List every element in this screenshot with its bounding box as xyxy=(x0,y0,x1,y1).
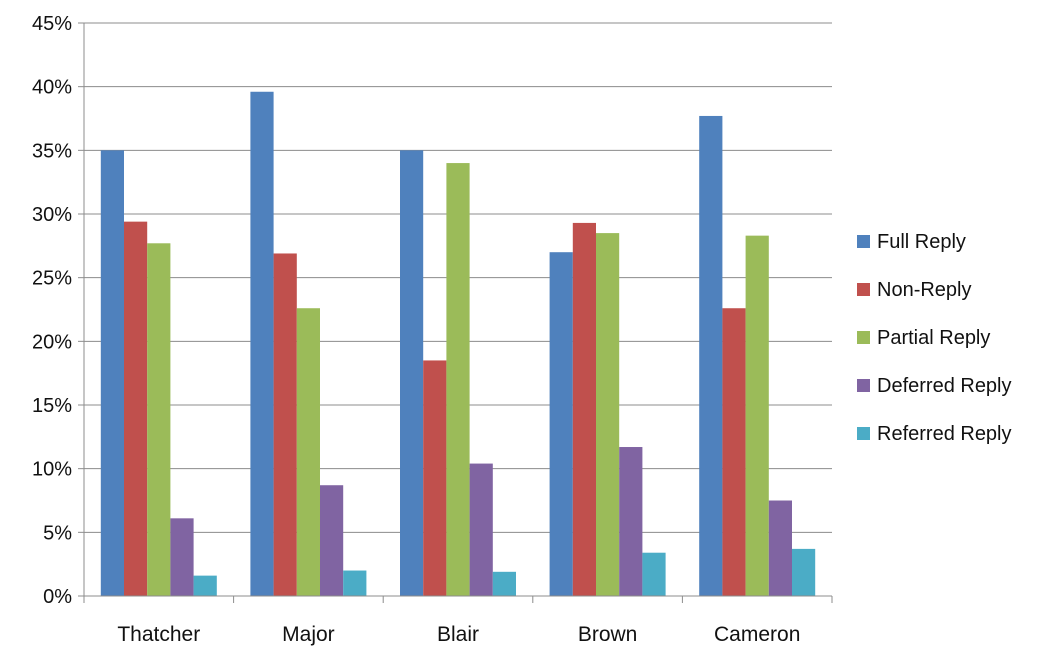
legend-label: Non-Reply xyxy=(877,279,971,301)
y-tick-labels: 0% 5% 10% 15% 20% 25% 30% 35% 40% 45% xyxy=(32,13,72,608)
y-tick-label: 45% xyxy=(32,13,72,35)
y-tick-label: 20% xyxy=(32,331,72,353)
legend-item: Referred Reply xyxy=(857,423,1012,445)
bar-deferred-reply-brown xyxy=(619,447,643,596)
x-tick-label: Major xyxy=(282,623,335,646)
bar-non-reply-cameron xyxy=(722,308,746,596)
bar-non-reply-major xyxy=(273,253,297,596)
bar-partial-reply-major xyxy=(296,308,320,596)
bar-non-reply-brown xyxy=(572,222,596,596)
legend-item: Partial Reply xyxy=(857,327,990,349)
bar-full-reply-cameron xyxy=(699,115,723,596)
legend-label: Partial Reply xyxy=(877,327,990,349)
bar-full-reply-blair xyxy=(400,150,424,597)
legend-swatch xyxy=(857,331,870,344)
x-tick-label: Blair xyxy=(437,623,479,646)
bar-non-reply-thatcher xyxy=(124,221,148,596)
axes xyxy=(78,22,833,603)
y-tick-label: 30% xyxy=(32,204,72,226)
y-tick-label: 0% xyxy=(43,586,72,608)
x-tick-label: Cameron xyxy=(714,623,800,646)
y-tick-label: 5% xyxy=(43,522,72,544)
y-tick-label: 25% xyxy=(32,268,72,290)
x-tick-labels: Thatcher Major Blair Brown Cameron xyxy=(117,623,800,646)
y-tick-label: 10% xyxy=(32,459,72,481)
legend: Full Reply Non-Reply Partial Reply Deferred… xyxy=(857,231,1012,445)
bar-referred-reply-thatcher xyxy=(193,575,217,596)
bar-deferred-reply-major xyxy=(320,485,344,596)
bar-full-reply-brown xyxy=(549,252,573,596)
bar-referred-reply-blair xyxy=(492,571,516,596)
bar-partial-reply-cameron xyxy=(745,235,769,596)
bar-referred-reply-brown xyxy=(642,552,666,596)
bar-referred-reply-major xyxy=(343,570,367,596)
bar-partial-reply-blair xyxy=(446,163,470,597)
bar-non-reply-blair xyxy=(423,360,447,596)
bar-partial-reply-thatcher xyxy=(147,243,171,596)
bar-full-reply-major xyxy=(250,91,274,596)
legend-label: Referred Reply xyxy=(877,423,1012,445)
x-tick-label: Brown xyxy=(578,623,638,646)
legend-label: Full Reply xyxy=(877,231,966,253)
x-tick-label: Thatcher xyxy=(117,623,200,646)
legend-swatch xyxy=(857,427,870,440)
bar-deferred-reply-thatcher xyxy=(170,518,194,596)
legend-label: Deferred Reply xyxy=(877,375,1012,397)
legend-item: Full Reply xyxy=(857,231,966,253)
y-tick-label: 15% xyxy=(32,395,72,417)
legend-swatch xyxy=(857,283,870,296)
bar-full-reply-thatcher xyxy=(100,150,124,597)
bar-referred-reply-cameron xyxy=(792,548,816,596)
y-tick-label: 35% xyxy=(32,140,72,162)
legend-swatch xyxy=(857,379,870,392)
legend-swatch xyxy=(857,235,870,248)
bar-partial-reply-brown xyxy=(596,233,620,596)
bar-deferred-reply-cameron xyxy=(768,500,792,596)
bars xyxy=(100,91,816,597)
legend-item: Non-Reply xyxy=(857,279,971,301)
y-tick-label: 40% xyxy=(32,77,72,99)
legend-item: Deferred Reply xyxy=(857,375,1012,397)
bar-deferred-reply-blair xyxy=(469,463,493,596)
